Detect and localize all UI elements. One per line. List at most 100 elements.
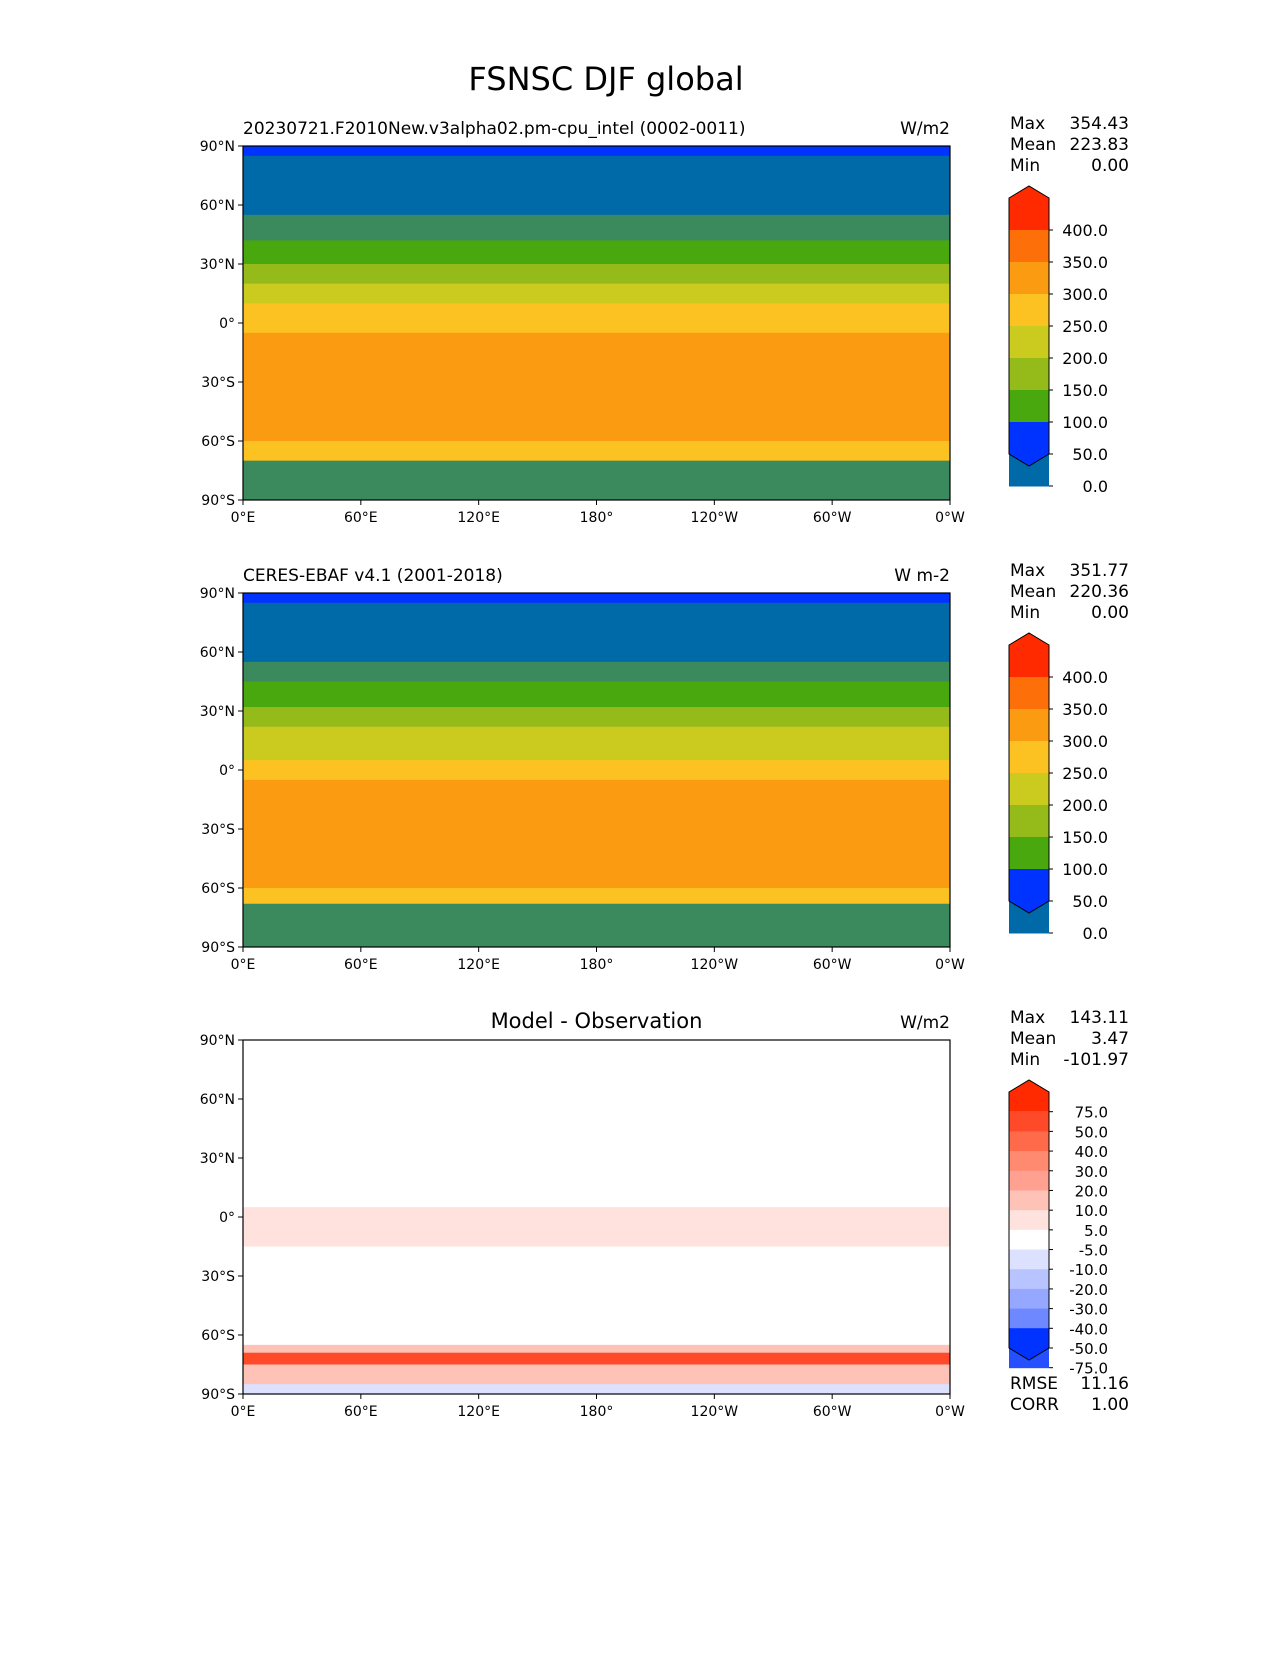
map-band [243,1352,950,1365]
colorbar-tick-label: 100.0 [1062,413,1108,432]
panel-units: W m-2 [894,566,950,586]
colorbar-segment [1009,1210,1049,1231]
colorbar-tick-label: 200.0 [1062,349,1108,368]
map-band [243,283,950,304]
stat-value: 1.00 [1091,1395,1129,1415]
colorbar-segment [1009,1190,1049,1211]
panel-units: W/m2 [900,119,950,139]
map-band [243,1207,950,1247]
lon-tick-label: 60°W [813,1404,852,1420]
lon-tick-label: 120°E [457,1404,500,1420]
lat-tick-label: 30°S [201,375,235,391]
lon-tick-label: 120°W [691,1404,739,1420]
colorbar-segment [1009,358,1049,391]
colorbar-tick-label: 400.0 [1062,668,1108,687]
colorbar-tick-label: 100.0 [1062,860,1108,879]
colorbar-tick-label: -10.0 [1069,1261,1108,1279]
lon-tick-label: 60°W [813,957,852,973]
lat-tick-label: 90°N [200,1033,235,1049]
panel-left-title: 20230721.F2010New.v3alpha02.pm-cpu_intel… [243,119,746,139]
lat-tick-label: 30°N [200,1151,235,1167]
map-band [243,707,950,728]
stat-label: Min [1010,603,1040,623]
colorbar-segment [1009,837,1049,870]
colorbar-segment [1009,422,1049,466]
colorbar-tick-label: 20.0 [1075,1182,1108,1200]
lat-tick-label: 30°S [201,1269,235,1285]
colorbar-segment [1009,773,1049,806]
lat-tick-label: 60°S [201,434,235,450]
lon-tick-label: 0°W [935,957,965,973]
lon-tick-label: 0°W [935,510,965,526]
panel-2: CERES-EBAF v4.1 (2001-2018) W m-2 90°N 60°N… [200,561,1129,973]
colorbar-segment [1009,741,1049,774]
colorbar-segment [1009,677,1049,710]
colorbar: 400.0 350.0 300.0 250.0 200.0 150.0 100.0 50.0 0… [1008,632,1108,943]
stat-label: CORR [1010,1395,1059,1415]
lat-tick-label: 60°N [200,1092,235,1108]
stat-label: RMSE [1010,1374,1058,1394]
colorbar-tick-label: 350.0 [1062,700,1108,719]
lat-tick-label: 30°S [201,822,235,838]
lon-tick-label: 0°E [231,510,256,526]
stat-value: 354.43 [1070,114,1129,134]
stat-value: 3.47 [1091,1029,1129,1049]
map-band [243,681,950,708]
lat-tick-label: 30°N [200,704,235,720]
map-band [243,1246,950,1346]
colorbar-tick-label: 0.0 [1083,477,1108,496]
colorbar-tick-label: -40.0 [1069,1320,1108,1338]
colorbar-tick-label: 250.0 [1062,317,1108,336]
panel-left-title: CERES-EBAF v4.1 (2001-2018) [243,566,503,586]
map-band [243,779,950,889]
lat-tick-label: 0° [219,763,235,779]
map-band [243,1384,950,1395]
colorbar-segment [1009,1111,1049,1132]
map-band [243,1364,950,1385]
lat-tick-label: 60°S [201,1328,235,1344]
lon-tick-label: 60°E [344,510,378,526]
map-band [243,903,950,948]
stat-value: 351.77 [1070,561,1129,581]
colorbar-tick-label: 30.0 [1075,1163,1108,1181]
lat-tick-label: 0° [219,316,235,332]
map-band [243,214,950,241]
panel-1: 20230721.F2010New.v3alpha02.pm-cpu_intel… [200,114,1129,526]
colorbar-segment [1009,805,1049,838]
colorbar-segment [1009,1131,1049,1152]
map-band [243,593,950,604]
map-band [243,1040,950,1208]
colorbar-segment [1009,869,1049,913]
colorbar-tick-label: 200.0 [1062,796,1108,815]
colorbar-tick-label: 0.0 [1083,924,1108,943]
lon-tick-label: 120°W [691,510,739,526]
colorbar-segment [1009,1249,1049,1270]
stat-label: Mean [1010,135,1056,155]
lon-tick-label: 120°W [691,957,739,973]
colorbar-segment [1009,1308,1049,1329]
stat-value: 143.11 [1070,1008,1129,1028]
map-band [243,1344,950,1354]
map-band [243,303,950,334]
lat-tick-label: 60°S [201,881,235,897]
colorbar-segment [1009,390,1049,423]
map-band [243,264,950,285]
lat-tick-label: 90°S [201,940,235,956]
figure-title: FSNSC DJF global [468,60,743,98]
map-band [243,240,950,265]
colorbar-tick-label: 350.0 [1062,253,1108,272]
colorbar-segment [1009,1269,1049,1290]
colorbar-tick-label: 300.0 [1062,732,1108,751]
lon-tick-label: 180° [580,957,614,973]
colorbar-segment [1009,326,1049,359]
panel-units: W/m2 [900,1013,950,1033]
colorbar-tick-label: 50.0 [1075,1123,1108,1141]
colorbar-tick-label: -5.0 [1079,1242,1108,1260]
map-band [243,760,950,781]
colorbar-tick-label: -50.0 [1069,1340,1108,1358]
lon-tick-label: 60°E [344,957,378,973]
colorbar-segment [1009,1288,1049,1310]
lon-tick-label: 60°E [344,1404,378,1420]
colorbar-tick-label: 5.0 [1084,1222,1108,1240]
stat-value: 0.00 [1091,603,1129,623]
